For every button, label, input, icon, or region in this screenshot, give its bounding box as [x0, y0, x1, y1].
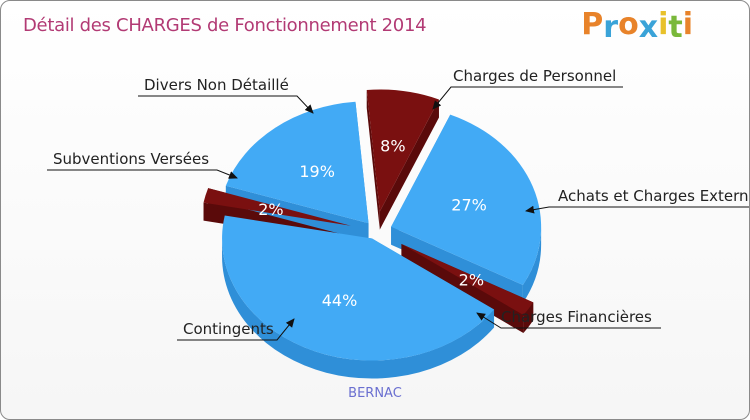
pie-slice[interactable] [401, 244, 534, 316]
logo-letter: i [658, 7, 669, 42]
slice-percent-label: 2% [459, 271, 484, 290]
logo-letter: i [682, 7, 693, 42]
slice-percent-label: 8% [380, 136, 405, 155]
pie-slice-side [522, 226, 542, 303]
slice-category-label: Achats et Charges Externes [558, 187, 749, 205]
logo-letter: P [581, 7, 604, 42]
logo-letter: x [638, 10, 659, 45]
logo-letter: t [668, 10, 683, 45]
pie-slice-side [222, 238, 495, 379]
slice-percent-label: 2% [258, 200, 283, 219]
slice-percent-label: 19% [299, 162, 335, 181]
slice-percent-label: 27% [451, 196, 487, 215]
slice-category-label: Charges de Personnel [453, 67, 616, 85]
pie-slice[interactable] [391, 114, 542, 285]
slice-category-label: Contingents [183, 320, 274, 338]
pie-slice[interactable] [366, 89, 439, 212]
slice-category-label: Subventions Versées [53, 150, 209, 168]
pie-slice[interactable] [203, 188, 351, 226]
callout-line [47, 169, 238, 179]
callout-line [525, 205, 749, 214]
slice-category-label: Charges Financières [501, 308, 652, 326]
chart-title: Détail des CHARGES de Fonctionnement 201… [23, 15, 427, 36]
logo-letter: r [603, 10, 619, 45]
callout-line [138, 95, 314, 114]
callout-line [432, 86, 623, 110]
proxiti-logo[interactable]: Proxiti [581, 7, 693, 45]
commune-name: BERNAC [348, 386, 402, 401]
logo-letter: o [618, 7, 639, 42]
slice-category-label: Divers Non Détaillé [144, 76, 289, 94]
callout-line [177, 318, 295, 341]
pie-slice-wall [379, 99, 439, 230]
slice-percent-label: 44% [322, 291, 358, 310]
pie-slice-wall [366, 90, 380, 230]
pie-slice[interactable] [225, 101, 369, 224]
callout-line [476, 312, 661, 329]
